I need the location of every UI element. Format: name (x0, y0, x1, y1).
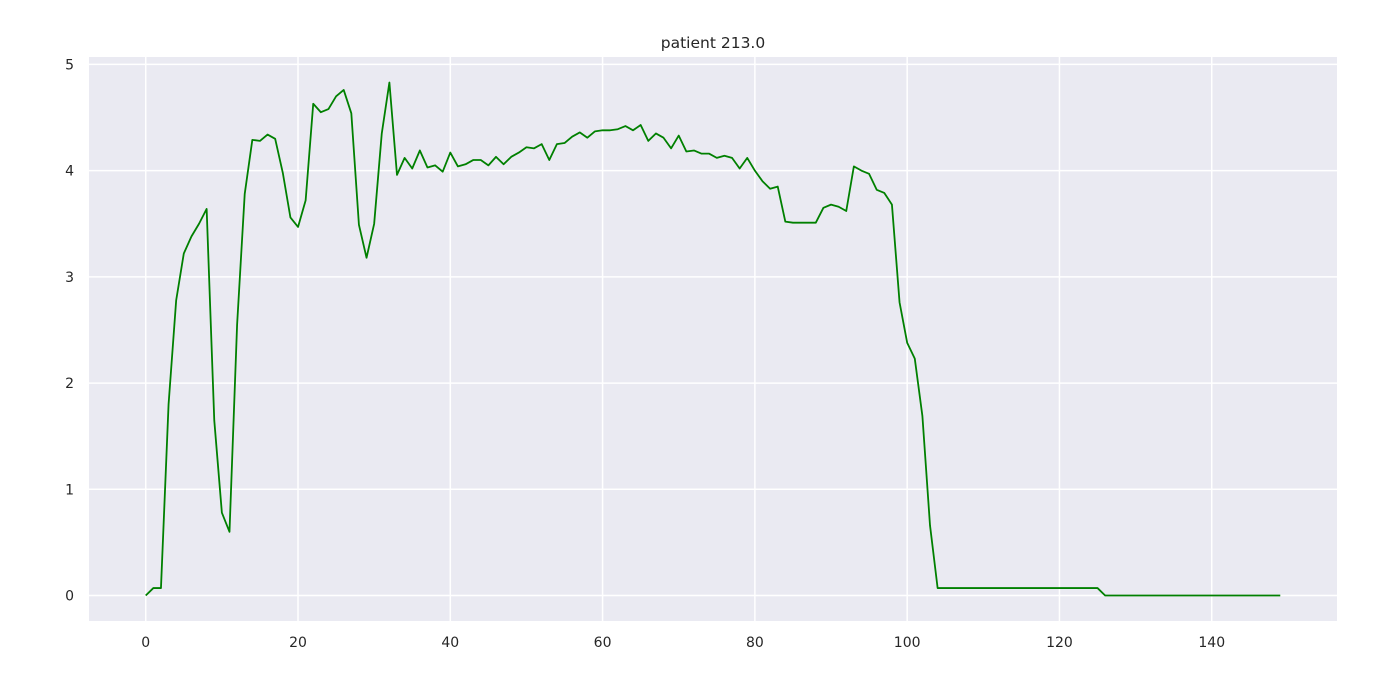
series-line-0 (145, 81, 1281, 597)
series-group (145, 81, 1281, 597)
x-tick-label: 60 (594, 635, 612, 651)
x-tick-label: 0 (141, 635, 150, 651)
y-tick-labels: 0 1 2 3 4 5 (65, 57, 74, 604)
x-tick-label: 80 (746, 635, 764, 651)
y-tick-label: 0 (65, 589, 74, 605)
plot-background (89, 57, 1337, 621)
y-tick-label: 4 (65, 164, 74, 180)
y-tick-label: 2 (65, 376, 74, 392)
x-tick-label: 140 (1198, 635, 1225, 651)
y-tick-label: 1 (65, 482, 74, 498)
x-tick-label: 120 (1046, 635, 1073, 651)
chart-title: patient 213.0 (661, 34, 765, 52)
x-tick-label: 40 (441, 635, 459, 651)
x-tick-label: 100 (894, 635, 921, 651)
grid-lines (89, 57, 1337, 621)
y-tick-label: 3 (65, 270, 74, 286)
y-tick-label: 5 (65, 57, 74, 73)
x-tick-label: 20 (289, 635, 307, 651)
x-tick-labels: 0 20 40 60 80 100 120 140 (141, 635, 1225, 651)
